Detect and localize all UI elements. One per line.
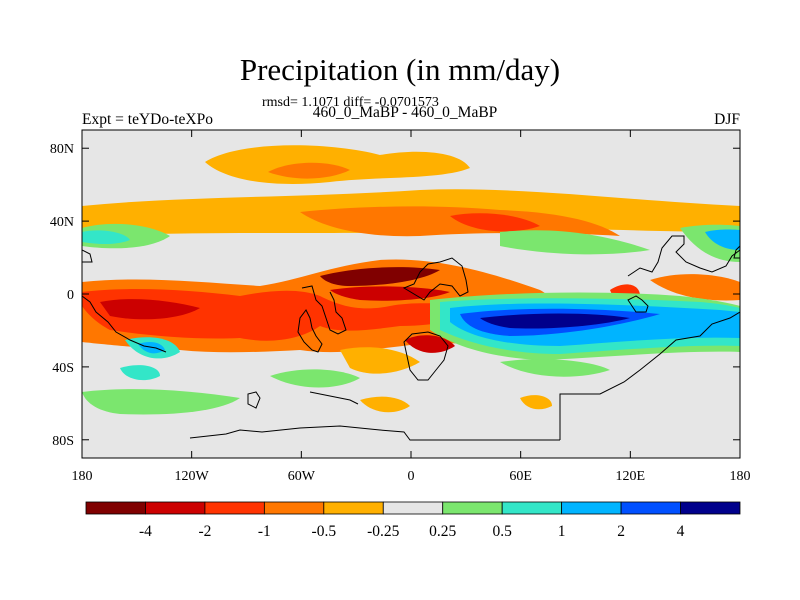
colorbar-swatch: [620, 501, 681, 515]
field-trop-darkred2: [320, 267, 440, 286]
field-green-southcentral: [270, 369, 360, 388]
season-label: DJF: [714, 111, 740, 128]
y-tick-label: 0: [67, 288, 74, 303]
precipitation-field: [82, 130, 740, 458]
field-trop-red: [82, 289, 490, 341]
colorbar-label: 1: [558, 523, 566, 540]
colorbar-label: 2: [617, 523, 625, 540]
y-axis: 80N 40N 0 40S 80S: [50, 142, 740, 449]
colorbar: -4 -2 -1 -0.5 -0.25 0.25 0.5 1 2 4: [85, 501, 741, 540]
colorbar-label: -0.5: [312, 523, 337, 540]
field-orange-blob: [340, 347, 420, 374]
field-green-central: [500, 230, 650, 255]
coast-sm-island2: [733, 245, 740, 259]
coastlines: [82, 235, 740, 441]
x-tick-label: 120E: [616, 469, 646, 484]
coast-south-cone: [247, 391, 261, 409]
coast-falklands: [309, 391, 359, 405]
x-tick-label: 60W: [288, 469, 316, 484]
coast-southern-africa: [403, 331, 449, 381]
field-trop-darkred1: [100, 299, 200, 320]
y-tick-label: 40S: [52, 361, 74, 376]
colorbar-swatch: [680, 501, 741, 515]
coast-americas: [297, 285, 347, 353]
colorbar-swatch: [382, 501, 444, 515]
x-axis: 180 120W 60W 0 60E 120E 180: [72, 130, 751, 484]
y-tick-label: 80N: [50, 142, 74, 157]
field-green-southeast: [500, 359, 610, 377]
colorbar-label: -4: [139, 523, 152, 540]
field-arctic-red: [268, 162, 350, 179]
colorbar-swatch: [442, 501, 503, 515]
x-tick-label: 60E: [509, 469, 532, 484]
colorbar-swatch: [204, 501, 265, 515]
x-tick-label: 180: [730, 469, 751, 484]
field-orange-south: [360, 396, 410, 413]
y-tick-label: 40N: [50, 215, 74, 230]
coast-antarctica: [189, 425, 560, 441]
experiment-label: Expt = teYDo-teXPo: [82, 111, 214, 128]
colorbar-label: -2: [198, 523, 211, 540]
x-tick-label: 120W: [175, 469, 210, 484]
colorbar-label: -1: [258, 523, 271, 540]
colorbar-swatch: [501, 501, 563, 515]
x-tick-label: 0: [408, 469, 415, 484]
field-arctic-orange: [205, 145, 470, 184]
colorbar-swatch: [323, 501, 384, 515]
coast-australia: [559, 311, 740, 440]
colorbar-swatch: [145, 501, 206, 515]
field-orange-southeast: [520, 395, 552, 410]
coast-asia: [627, 235, 740, 277]
colorbar-swatch: [85, 501, 146, 515]
field-green-southwest: [82, 389, 240, 415]
y-tick-label: 80S: [52, 434, 74, 449]
field-cyan-nw: [82, 230, 130, 244]
colorbar-label: 0.25: [429, 523, 456, 540]
stats-line: rmsd= 1.1071 diff= -0.0701573: [262, 95, 439, 110]
colorbar-label: 0.5: [492, 523, 512, 540]
colorbar-swatch: [561, 501, 622, 515]
chart-title: Precipitation (in mm/day): [239, 52, 561, 87]
colorbar-swatch: [263, 501, 325, 515]
field-north-red: [450, 213, 540, 232]
chart-subtitle: 460_0_MaBP - 460_0_MaBP: [312, 104, 498, 121]
coast-indonesia: [627, 295, 649, 313]
coast-sm-island: [82, 249, 93, 263]
field-cyan-ne: [705, 229, 740, 250]
coast-south-america-west: [82, 295, 167, 353]
x-tick-label: 180: [72, 469, 93, 484]
coast-africa: [402, 257, 469, 301]
colorbar-label: -0.25: [367, 523, 400, 540]
field-pacific-orange: [650, 274, 740, 301]
field-navy-belt: [480, 313, 630, 329]
colorbar-label: 4: [677, 523, 685, 540]
field-cyan-southwest: [120, 365, 160, 381]
